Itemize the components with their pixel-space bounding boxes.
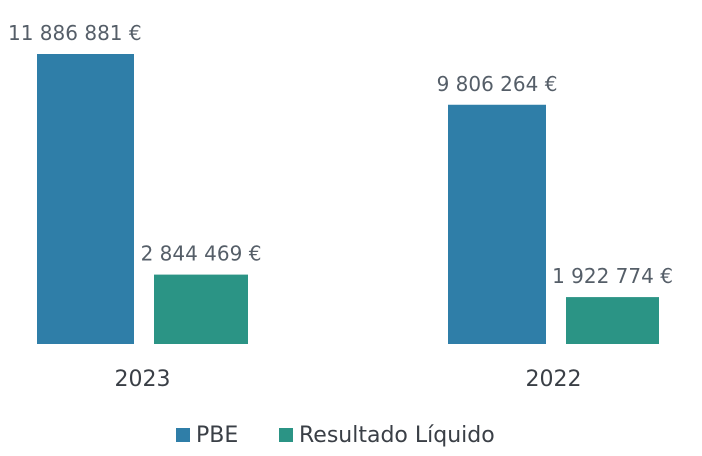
legend-swatch (176, 428, 190, 442)
value-label: 2 844 469 € (141, 242, 262, 266)
legend: PBE Resultado Líquido (176, 423, 495, 448)
category-label: 2022 (526, 367, 582, 392)
legend-label: PBE (196, 423, 238, 448)
bar-pbe-2022 (448, 104, 546, 344)
value-label: 11 886 881 € (8, 21, 142, 45)
value-label: 9 806 264 € (437, 72, 558, 96)
value-label: 1 922 774 € (552, 264, 673, 288)
plot-area: 11 886 881 € 2 844 469 € 2023 9 806 264 € 1 … (8, 21, 673, 392)
legend-swatch (279, 428, 293, 442)
bar-pbe-2023 (37, 54, 134, 344)
legend-label: Resultado Líquido (299, 423, 495, 448)
category-label: 2023 (115, 367, 171, 392)
bar-resultado-líquido-2022 (566, 297, 659, 344)
bar-resultado-líquido-2023 (154, 274, 248, 344)
